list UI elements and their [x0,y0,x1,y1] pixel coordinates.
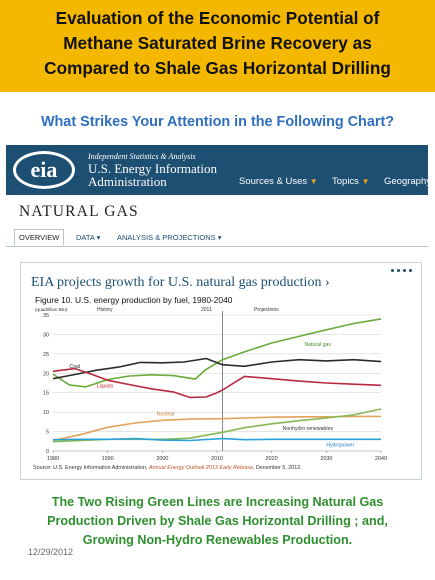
label-history: History [97,307,113,313]
panel-title[interactable]: EIA projects growth for U.S. natural gas… [31,275,330,290]
page-title: NATURAL GAS [19,203,139,220]
title-banner: Evaluation of the Economic Potential of … [0,0,435,92]
footer-line-1: The Two Rising Green Lines are Increasin… [51,495,384,509]
series-label: Coal [69,364,80,370]
title-line-2: Methane Saturated Brine Recovery as [63,33,372,53]
chart-unit-label: (quadrillion Btu) [35,307,68,312]
x-tick-label: 2040 [375,456,387,462]
title-line-3: Compared to Shale Gas Horizontal Drillin… [44,58,391,78]
chart-panel: EIA projects growth for U.S. natural gas… [20,262,422,480]
x-tick-label: 2020 [266,456,278,462]
grid-layer: 0 5 10 15 20 25 30 35 1980 1990 2000 2010 2020 2030 20… [43,311,387,462]
slide-date: 12/29/2012 [28,547,74,557]
tab-data[interactable]: DATA ▾ [76,229,100,246]
tab-data-label: DATA [76,233,95,242]
chevron-down-icon: ▾ [96,233,101,242]
source-suffix: , December 5, 2012. [253,465,302,471]
title-line-1: Evaluation of the Economic Potential of [55,8,380,28]
chevron-down-icon: ▼ [361,177,370,186]
series-label: Nonhydro renewables [283,426,334,432]
eia-screenshot: eia Independent Statistics & Analysis U.… [6,145,428,488]
footer-line-2: Production Driven by Shale Gas Horizonta… [47,514,388,528]
nav-sources-uses-label: Sources & Uses [239,176,308,187]
tab-analysis-projections[interactable]: ANALYSIS & PROJECTIONS ▾ [117,229,222,246]
x-tick-label: 1980 [47,456,59,462]
carousel-dot[interactable] [397,269,400,272]
nav-sources-uses[interactable]: Sources & Uses ▼ [239,176,318,187]
nav-geography[interactable]: Geography [384,176,428,187]
series-line-liquids [52,367,382,399]
y-tick-label: 15 [43,391,49,397]
footer-line-3: Growing Non-Hydro Renewables Production. [82,533,353,547]
nav-topics-label: Topics [332,176,359,187]
chevron-down-icon: ▼ [309,177,318,186]
y-tick-label: 0 [46,449,49,455]
source-prefix: Source: U.S. Energy Information Administ… [33,465,149,471]
y-tick-label: 35 [43,313,49,319]
label-projections: Projections [254,307,279,313]
carousel-dot[interactable] [403,269,406,272]
series-label: Natural gas [304,342,331,348]
series-label: Liquids [97,383,114,389]
series-line-natural-gas [52,318,382,388]
tab-overview-label: OVERVIEW [19,233,60,242]
eia-logo[interactable]: eia [13,151,75,189]
series-label: Hydropower [326,442,354,448]
chart-title: Figure 10. U.S. energy production by fue… [35,295,233,305]
y-tick-label: 10 [43,410,49,416]
tab-analysis-label: ANALYSIS & PROJECTIONS [117,233,216,242]
carousel-dots[interactable] [391,269,413,273]
series-label: Nuclear [157,411,175,417]
chevron-down-icon: ▾ [217,233,222,242]
series-line-nuclear [52,415,381,442]
y-tick-label: 5 [46,430,49,436]
series-layer: Natural gas Coal Liquids Nuclear Nonhydro re… [52,318,382,448]
eia-org-name: U.S. Energy Information Administration [88,162,217,188]
series-line-coal [52,357,382,380]
label-2011: 2011 [201,307,212,313]
nav-topics[interactable]: Topics ▼ [332,176,370,187]
carousel-dot[interactable] [409,269,412,272]
x-tick-label: 2010 [211,456,223,462]
x-tick-label: 1990 [102,456,114,462]
source-link[interactable]: Annual Energy Outlook 2013 Early Release [148,465,253,471]
nav-geography-label: Geography [384,176,428,187]
tab-bar: OVERVIEW DATA ▾ ANALYSIS & PROJECTIONS ▾ [6,229,428,247]
question-heading: What Strikes Your Attention in the Follo… [40,114,395,130]
chart-source: Source: U.S. Energy Information Administ… [33,465,302,471]
footer-note: The Two Rising Green Lines are Increasin… [0,493,435,550]
y-tick-label: 25 [43,352,49,358]
tab-overview[interactable]: OVERVIEW [14,229,65,246]
eia-tagline: Independent Statistics & Analysis [88,152,196,161]
carousel-dot[interactable] [391,269,394,272]
y-tick-label: 30 [43,332,49,338]
eia-org-line-1: U.S. Energy Information [88,161,218,176]
eia-header-bar: eia Independent Statistics & Analysis U.… [6,145,428,195]
x-tick-label: 2030 [320,456,332,462]
energy-production-chart: Figure 10. U.S. energy production by fue… [33,295,387,471]
x-tick-label: 2000 [156,456,168,462]
series-line-hydropower [52,437,381,442]
y-tick-label: 20 [43,371,49,377]
eia-org-line-2: Administration [88,174,167,189]
